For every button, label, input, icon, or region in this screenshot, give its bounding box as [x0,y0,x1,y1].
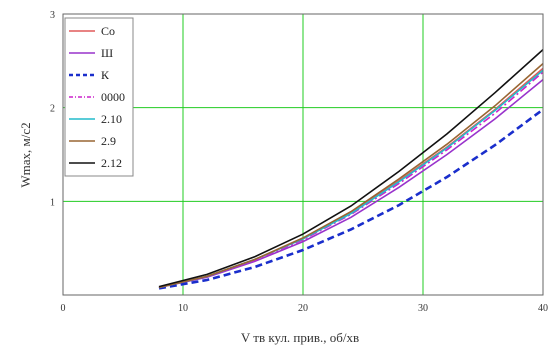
legend-label: 0000 [101,90,125,104]
y-tick-label: 3 [50,10,55,21]
x-tick-label: 30 [418,303,428,314]
legend-label: 2.12 [101,156,122,170]
legend-label: К [101,68,110,82]
series-layer [158,49,544,290]
y-axis-label: Wmax, м/с2 [18,122,33,187]
x-tick-label: 20 [298,303,308,314]
legend-label: 2.10 [101,112,122,126]
tick-labels: 0 10 20 30 40 1 2 3 [50,10,548,314]
legend-label: 2.9 [101,134,116,148]
x-tick-label: 0 [61,303,66,314]
x-tick-label: 40 [538,303,548,314]
series-line-К [158,108,544,290]
x-tick-label: 10 [178,303,188,314]
plot-frame [62,13,544,296]
x-axis-label: V тв кул. прив., об/хв [241,330,359,345]
series-line-0000 [158,71,544,289]
legend-label: Со [101,24,115,38]
series-line-2.10 [158,69,544,289]
legend-box [64,17,134,177]
y-tick-label: 2 [50,104,55,115]
series-line-Ш [158,78,544,289]
legend: Со ШК 0000 2.10 2.9 2.12 [64,17,134,177]
series-line-2.12 [158,49,544,288]
grid [63,14,543,295]
legend-label: Ш [101,46,113,60]
series-line-2.9 [158,62,544,289]
y-tick-label: 1 [50,197,55,208]
